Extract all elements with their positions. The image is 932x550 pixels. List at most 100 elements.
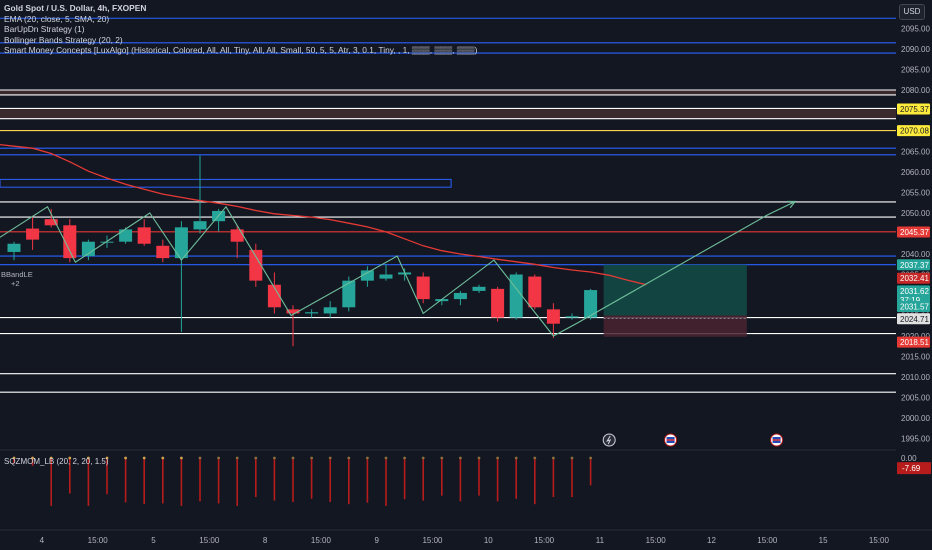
- zigzag-line[interactable]: [0, 205, 578, 337]
- candle-body[interactable]: [472, 286, 486, 291]
- candle-body[interactable]: [509, 274, 523, 318]
- position-stop-zone[interactable]: [603, 315, 747, 337]
- candle-body[interactable]: [7, 243, 21, 252]
- price-tick-label: 2050.00: [901, 209, 930, 218]
- projection-line[interactable]: [577, 201, 796, 324]
- squeeze-dot: [68, 456, 72, 460]
- candle-body[interactable]: [100, 241, 114, 243]
- candle-body[interactable]: [528, 276, 542, 308]
- price-badge-text: 2037.37: [900, 261, 929, 270]
- time-tick-label: 15:00: [869, 536, 890, 545]
- candle-body[interactable]: [230, 229, 244, 242]
- time-tick-label: 12: [707, 536, 716, 545]
- time-tick-label: 4: [40, 536, 45, 545]
- price-tick-label: 2010.00: [901, 373, 930, 382]
- histogram-value-text: -7.69: [902, 464, 921, 473]
- candle-body[interactable]: [360, 270, 374, 281]
- candle-body[interactable]: [174, 227, 188, 259]
- squeeze-dot: [570, 456, 574, 460]
- squeeze-dot: [514, 456, 518, 460]
- price-tick-label: 2015.00: [901, 353, 930, 362]
- candle-body[interactable]: [435, 299, 449, 302]
- candle-body[interactable]: [491, 288, 505, 318]
- price-badge: [897, 300, 930, 312]
- candle-body[interactable]: [26, 228, 40, 240]
- ema-line[interactable]: [0, 143, 647, 286]
- squeeze-dot: [477, 456, 481, 460]
- price-badge: [897, 285, 930, 306]
- candle-body[interactable]: [379, 274, 393, 279]
- time-tick-label: 15:00: [422, 536, 443, 545]
- price-badge-text: 2075.37: [900, 105, 929, 114]
- candle-body[interactable]: [193, 221, 207, 230]
- squeeze-dot: [198, 456, 202, 460]
- price-badge: [897, 259, 930, 271]
- legend-title[interactable]: Gold Spot / U.S. Dollar, 4h, FXOPEN: [4, 3, 147, 13]
- time-tick-label: 15:00: [534, 536, 555, 545]
- squeeze-dot: [347, 456, 351, 460]
- candle-body[interactable]: [81, 241, 95, 257]
- price-tick-label: 2090.00: [901, 45, 930, 54]
- legend-study[interactable]: Smart Money Concepts [LuxAlgo] (Historic…: [4, 45, 478, 55]
- squeeze-dot: [254, 456, 258, 460]
- zigzag-line: [0, 200, 797, 337]
- squeeze-dot: [496, 456, 499, 460]
- supply-zone: [0, 108, 896, 119]
- candle-body[interactable]: [267, 284, 281, 308]
- legend-study[interactable]: Bollinger Bands Strategy (20, 2): [4, 34, 123, 45]
- candle-body[interactable]: [305, 312, 319, 314]
- price-badge: [897, 226, 930, 238]
- price-badge: [897, 103, 930, 115]
- candle-body[interactable]: [546, 309, 560, 324]
- legend-study[interactable]: EMA (20, close, 5, SMA, 20): [4, 13, 110, 24]
- candle-body[interactable]: [323, 307, 337, 314]
- candle-body[interactable]: [44, 219, 58, 226]
- squeeze-dot: [589, 456, 592, 460]
- squeeze-dot: [161, 456, 165, 460]
- price-tick-label: 2000.00: [901, 414, 930, 423]
- candle-body[interactable]: [342, 280, 356, 308]
- time-tick-label: 10: [484, 536, 493, 545]
- squeeze-dot: [403, 456, 406, 460]
- price-tick-label: 1995.00: [901, 435, 930, 444]
- squeeze-dot: [459, 456, 462, 460]
- candle-body[interactable]: [565, 316, 579, 318]
- time-tick-label: 9: [374, 536, 379, 545]
- flash-icon-bolt: [606, 435, 612, 445]
- squeeze-dot: [421, 456, 425, 460]
- squeeze-dot: [366, 456, 369, 460]
- candle-body[interactable]: [286, 309, 300, 314]
- squeeze-dot: [124, 456, 127, 460]
- candle-body[interactable]: [584, 290, 598, 318]
- candle-body[interactable]: [137, 227, 151, 244]
- squeeze-dot: [217, 456, 221, 460]
- candle-body[interactable]: [249, 249, 263, 281]
- candle-body[interactable]: [416, 276, 430, 300]
- price-tick-label: 2020.00: [901, 332, 930, 341]
- indicator-label[interactable]: SQZMOM_LB (20, 2, 20, 1.5): [4, 457, 109, 466]
- candle-body[interactable]: [156, 245, 170, 259]
- chart-legend: Gold Spot / U.S. Dollar, 4h, FXOPEN EMA …: [4, 3, 477, 56]
- price-badge-text: 2045.37: [900, 228, 929, 237]
- legend-study[interactable]: BarUpDn Strategy (1): [4, 24, 85, 34]
- supply-zone: [0, 90, 896, 95]
- position-target-zone[interactable]: [603, 264, 747, 316]
- currency-button[interactable]: USD: [899, 4, 925, 20]
- squeeze-dot: [12, 456, 16, 460]
- candle-body[interactable]: [119, 229, 133, 242]
- price-badge: [897, 125, 930, 137]
- histogram-value-badge: [897, 462, 931, 475]
- squeeze-dot: [31, 456, 34, 460]
- candle-body[interactable]: [63, 225, 77, 259]
- squeeze-dot: [552, 456, 555, 460]
- squeeze-dot: [310, 456, 313, 460]
- price-badge-countdown: 37:19: [900, 296, 921, 305]
- price-tick-label: 2095.00: [901, 25, 930, 34]
- price-tick-label: 2080.00: [901, 86, 930, 95]
- time-tick-label: 11: [596, 536, 605, 545]
- candle-body[interactable]: [453, 292, 467, 300]
- price-badge: [897, 336, 930, 348]
